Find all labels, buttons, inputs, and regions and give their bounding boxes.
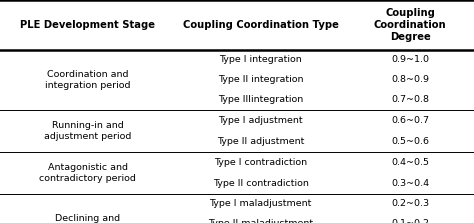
Text: Type II integration: Type II integration	[218, 76, 303, 85]
Text: Type I contradiction: Type I contradiction	[214, 158, 307, 167]
Text: Type II contradiction: Type II contradiction	[213, 179, 309, 188]
Text: Type I maladjustment: Type I maladjustment	[210, 200, 312, 209]
Text: Type II adjustment: Type II adjustment	[217, 137, 304, 146]
Text: 0.5~0.6: 0.5~0.6	[391, 137, 429, 146]
Text: PLE Development Stage: PLE Development Stage	[20, 20, 155, 30]
Text: Type I integration: Type I integration	[219, 56, 302, 64]
Text: Type I adjustment: Type I adjustment	[219, 116, 303, 125]
Text: Coupling Coordination Type: Coupling Coordination Type	[183, 20, 338, 30]
Text: 0.6~0.7: 0.6~0.7	[391, 116, 429, 125]
Text: Running-in and
adjustment period: Running-in and adjustment period	[44, 121, 131, 141]
Text: 0.1~0.2: 0.1~0.2	[391, 219, 429, 223]
Text: 0.9~1.0: 0.9~1.0	[391, 56, 429, 64]
Text: 0.3~0.4: 0.3~0.4	[391, 179, 429, 188]
Text: 0.2~0.3: 0.2~0.3	[391, 200, 429, 209]
Text: Antagonistic and
contradictory period: Antagonistic and contradictory period	[39, 163, 136, 183]
Text: Coupling
Coordination
Degree: Coupling Coordination Degree	[374, 8, 447, 42]
Text: 0.7~0.8: 0.7~0.8	[391, 95, 429, 105]
Text: 0.4~0.5: 0.4~0.5	[391, 158, 429, 167]
Text: Declining and
maladjusted period: Declining and maladjusted period	[42, 214, 134, 223]
Text: Type II maladjustment: Type II maladjustment	[208, 219, 313, 223]
Text: 0.8~0.9: 0.8~0.9	[391, 76, 429, 85]
Text: Type IIIintegration: Type IIIintegration	[218, 95, 303, 105]
Text: Coordination and
integration period: Coordination and integration period	[45, 70, 130, 90]
